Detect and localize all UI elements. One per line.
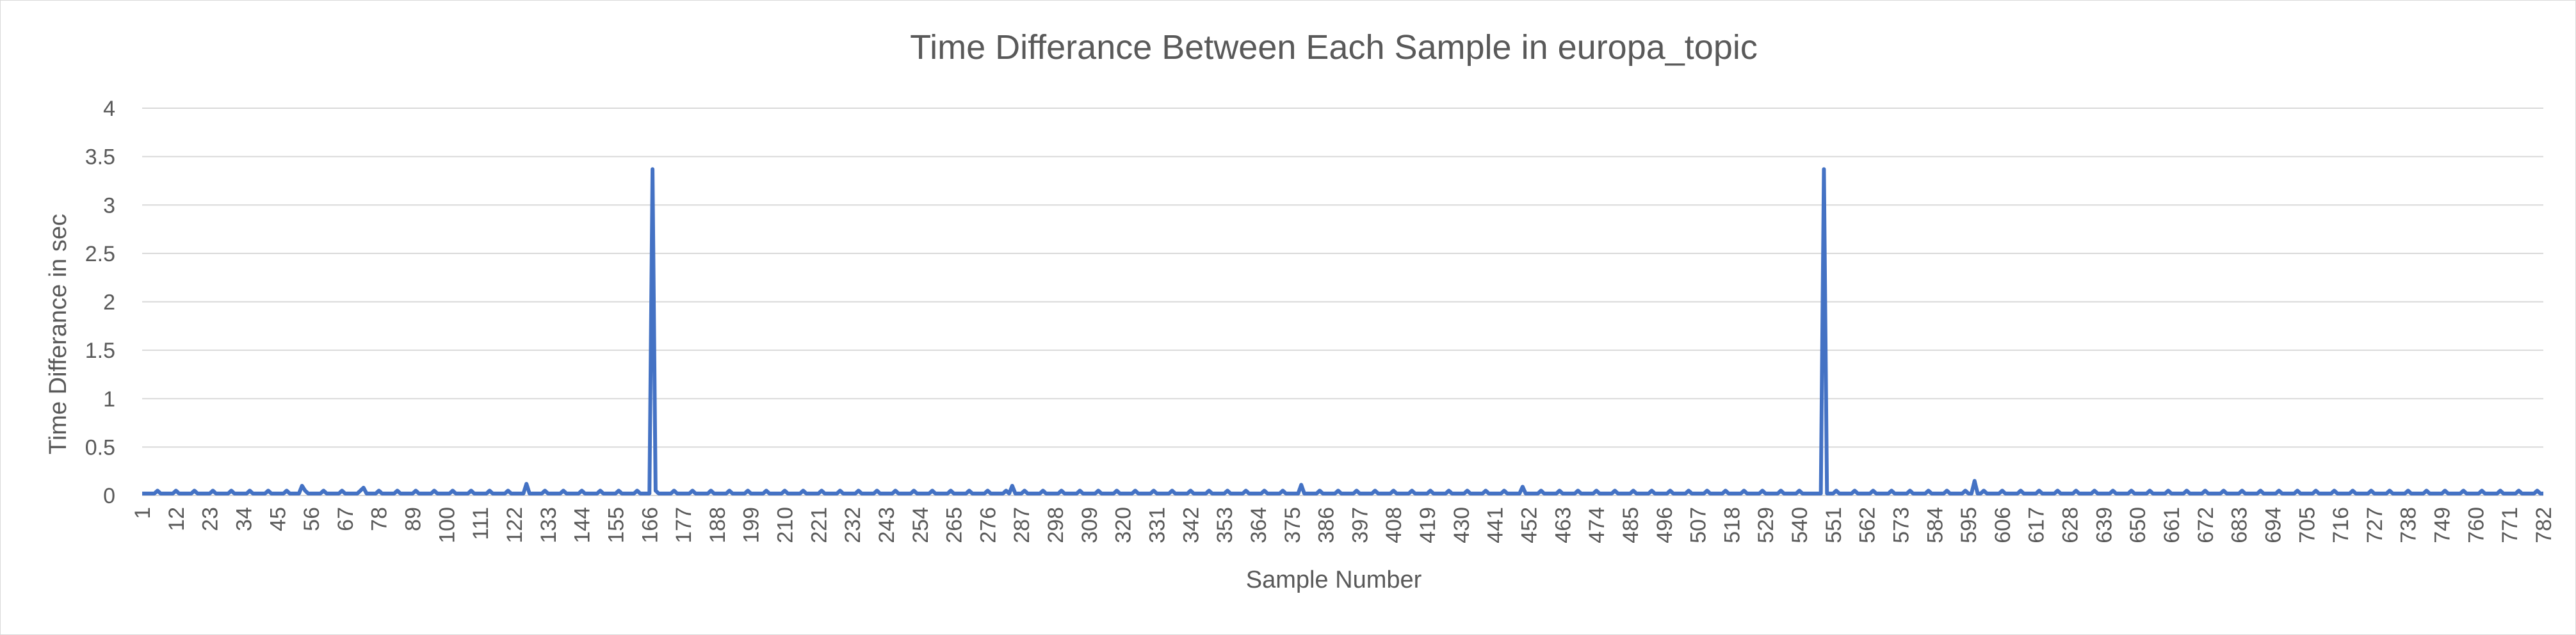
x-tick-label: 12 xyxy=(165,507,189,531)
x-tick-label: 749 xyxy=(2431,507,2455,543)
y-tick-label: 4 xyxy=(103,97,115,121)
x-tick-label: 727 xyxy=(2363,507,2387,543)
x-tick-label: 364 xyxy=(1247,507,1271,543)
x-tick-label: 584 xyxy=(1923,507,1947,543)
x-tick-label: 441 xyxy=(1484,507,1508,543)
x-tick-label: 166 xyxy=(638,507,662,543)
series-line xyxy=(142,167,2543,495)
y-tick-label: 0 xyxy=(103,484,115,508)
x-tick-label: 67 xyxy=(334,507,358,531)
x-tick-label: 738 xyxy=(2397,507,2421,543)
x-tick-label: 56 xyxy=(300,507,324,531)
x-tick-label: 309 xyxy=(1078,507,1102,543)
x-tick-label: 661 xyxy=(2160,507,2184,543)
x-tick-label: 628 xyxy=(2059,507,2083,543)
y-tick-label: 1 xyxy=(103,387,115,412)
x-tick-label: 419 xyxy=(1416,507,1440,543)
x-tick-label: 254 xyxy=(909,507,933,543)
x-tick-label: 386 xyxy=(1315,507,1339,543)
x-tick-label: 276 xyxy=(976,507,1000,543)
x-tick-label: 243 xyxy=(875,507,899,543)
x-tick-label: 78 xyxy=(368,507,392,531)
x-tick-label: 375 xyxy=(1281,507,1305,543)
series-group xyxy=(142,167,2544,495)
x-tick-label: 683 xyxy=(2228,507,2252,543)
x-tick-label: 760 xyxy=(2464,507,2488,543)
x-axis-tick-labels: 1 12 23 34 45 56 67 78 89 100 111 122 133 144 155 166 17… xyxy=(131,507,2556,543)
x-tick-label: 672 xyxy=(2194,507,2218,543)
x-tick-label: 155 xyxy=(604,507,628,543)
y-tick-label: 3.5 xyxy=(85,145,115,170)
x-tick-label: 551 xyxy=(1822,507,1846,543)
x-tick-label: 518 xyxy=(1720,507,1744,543)
x-tick-label: 562 xyxy=(1856,507,1880,543)
x-axis-title: Sample Number xyxy=(1246,567,1422,593)
x-tick-label: 408 xyxy=(1382,507,1406,543)
x-tick-label: 606 xyxy=(1991,507,2015,543)
x-tick-label: 540 xyxy=(1788,507,1812,543)
x-tick-label: 210 xyxy=(774,507,798,543)
x-tick-label: 474 xyxy=(1585,507,1609,543)
x-tick-label: 111 xyxy=(469,507,493,540)
x-tick-label: 650 xyxy=(2126,507,2150,543)
x-tick-label: 782 xyxy=(2532,507,2556,543)
x-tick-label: 177 xyxy=(672,507,696,543)
y-tick-label: 3 xyxy=(103,193,115,218)
x-tick-label: 122 xyxy=(503,507,527,543)
x-tick-label: 463 xyxy=(1551,507,1575,543)
x-tick-label: 23 xyxy=(198,507,223,531)
x-tick-label: 353 xyxy=(1213,507,1237,543)
x-tick-label: 573 xyxy=(1889,507,1913,543)
x-tick-label: 265 xyxy=(943,507,967,543)
x-tick-label: 397 xyxy=(1348,507,1372,543)
x-tick-label: 298 xyxy=(1044,507,1068,543)
x-tick-label: 188 xyxy=(706,507,730,543)
x-tick-label: 320 xyxy=(1112,507,1136,543)
x-tick-label: 639 xyxy=(2092,507,2116,543)
x-tick-label: 287 xyxy=(1010,507,1034,543)
x-tick-label: 100 xyxy=(435,507,459,543)
x-tick-label: 34 xyxy=(232,507,256,531)
x-tick-label: 89 xyxy=(401,507,426,531)
x-tick-label: 771 xyxy=(2498,507,2522,543)
x-tick-label: 1 xyxy=(131,507,155,519)
x-tick-label: 430 xyxy=(1450,507,1474,543)
x-tick-label: 144 xyxy=(571,507,595,543)
x-tick-label: 705 xyxy=(2295,507,2319,543)
y-tick-label: 1.5 xyxy=(85,339,115,363)
x-tick-label: 496 xyxy=(1653,507,1677,543)
gridlines xyxy=(142,108,2543,496)
x-tick-label: 45 xyxy=(266,507,290,531)
x-tick-label: 694 xyxy=(2261,507,2285,543)
x-tick-label: 716 xyxy=(2329,507,2353,543)
x-tick-label: 485 xyxy=(1619,507,1643,543)
x-tick-label: 452 xyxy=(1517,507,1541,543)
x-tick-label: 221 xyxy=(807,507,831,543)
x-tick-label: 529 xyxy=(1754,507,1778,543)
y-axis-tick-labels: 0 0.5 1 1.5 2 2.5 3 3.5 4 xyxy=(85,97,115,508)
x-tick-label: 331 xyxy=(1146,507,1170,543)
y-tick-label: 2 xyxy=(103,291,115,315)
x-tick-label: 617 xyxy=(2025,507,2049,543)
x-tick-label: 595 xyxy=(1957,507,1981,543)
chart-title: Time Differance Between Each Sample in e… xyxy=(910,28,1758,67)
x-tick-label: 199 xyxy=(740,507,764,543)
y-tick-label: 0.5 xyxy=(85,435,115,460)
y-tick-label: 2.5 xyxy=(85,242,115,266)
y-axis-title: Time Differance in sec xyxy=(45,214,72,454)
x-tick-label: 133 xyxy=(537,507,561,543)
x-tick-label: 342 xyxy=(1179,507,1203,543)
x-tick-label: 507 xyxy=(1687,507,1711,543)
x-tick-label: 232 xyxy=(841,507,865,543)
